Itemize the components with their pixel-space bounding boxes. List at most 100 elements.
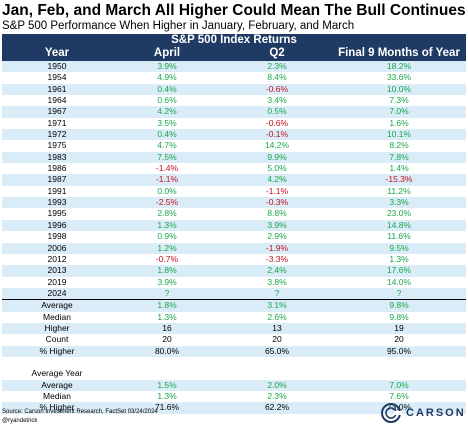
april-cell: -1.4%: [155, 163, 179, 174]
table-row: 1987 -1.1% 4.2% -15.3%: [2, 174, 466, 186]
final-cell: 11.6%: [387, 231, 411, 242]
table-row: 1972 0.4% -0.1% 10.1%: [2, 129, 466, 141]
april-cell: 0.4%: [157, 83, 177, 94]
year-cell: 1972: [47, 129, 67, 140]
summary-q2: 65.0%: [264, 345, 290, 356]
q2-cell: 5.0%: [267, 163, 287, 174]
year-cell: 2006: [47, 242, 67, 253]
average-year-final: 7.0%: [389, 379, 409, 390]
final-cell: 17.6%: [386, 265, 412, 276]
average-year-heading-row: Average Year: [2, 368, 466, 379]
average-year-label: Average: [41, 379, 73, 390]
average-year-q2: 2.0%: [267, 379, 287, 390]
q2-cell: 3.4%: [267, 95, 287, 106]
carson-logo-text: CARSON: [406, 407, 466, 419]
table-row: 1995 2.8% 8.8% 23.0%: [2, 208, 466, 219]
final-cell: 7.8%: [389, 151, 409, 162]
year-cell: 2012: [47, 253, 67, 264]
table-row: 1964 0.6% 3.4% 7.3%: [2, 95, 466, 106]
header-april: April: [153, 47, 181, 59]
q2-cell: -1.9%: [265, 242, 289, 253]
year-cell: 1950: [47, 61, 67, 71]
average-year-april: 71.6%: [154, 402, 180, 413]
average-year-row: Median 1.3% 2.3% 7.6%: [2, 391, 466, 402]
summary-label: Average: [41, 300, 73, 311]
q2-cell: 2.3%: [267, 61, 287, 71]
table-row: 1993 -2.5% -0.3% 3.3%: [2, 197, 466, 209]
q2-cell: -0.1%: [265, 129, 289, 140]
summary-row: % Higher 80.0% 65.0% 95.0%: [2, 345, 466, 357]
table-row: 1950 3.9% 2.3% 18.2%: [2, 61, 466, 73]
average-year-label: Median: [43, 390, 71, 401]
year-cell: 1993: [47, 197, 67, 208]
q2-cell: 0.5%: [267, 106, 287, 117]
summary-final: 20: [394, 334, 404, 345]
q2-cell: 8.4%: [267, 72, 287, 83]
april-cell: 1.3%: [157, 219, 177, 230]
final-cell: 7.0%: [389, 106, 409, 117]
header-group-label: S&P 500 Index Returns: [171, 34, 297, 46]
q2-cell: 4.2%: [267, 174, 287, 185]
table-row: 2012 -0.7% -3.3% 1.3%: [2, 254, 466, 265]
final-cell: 14.0%: [386, 276, 412, 287]
summary-april: 20: [162, 334, 172, 345]
summary-q2: 2.6%: [267, 311, 287, 322]
table-row: 2024???: [2, 287, 466, 300]
summary-april: 1.3%: [157, 311, 177, 322]
april-cell: -1.1%: [155, 174, 179, 185]
april-cell: 7.5%: [157, 151, 177, 162]
year-cell: 1996: [47, 219, 67, 230]
april-cell: 2.8%: [157, 208, 177, 219]
table-row: 1996 1.3% 3.9% 14.8%: [2, 219, 466, 232]
q2-cell: 3.9%: [267, 219, 287, 230]
final-cell: 10.1%: [386, 129, 412, 140]
april-cell: 4.7%: [157, 140, 177, 151]
final-cell: ?: [396, 287, 402, 298]
year-cell: 2013: [47, 265, 67, 276]
summary-label: Higher: [44, 322, 70, 333]
final-cell: 8.2%: [389, 140, 409, 151]
april-cell: -2.5%: [155, 197, 179, 208]
q2-cell: 2.9%: [267, 231, 287, 242]
final-cell: 10.0%: [386, 83, 412, 94]
final-cell: 18.2%: [386, 61, 412, 71]
final-cell: 3.3%: [389, 197, 409, 208]
table-row: 2006 1.2% -1.9% 9.5%: [2, 242, 466, 254]
source-note: Source: Carson Investment Research, Fact…: [2, 409, 158, 415]
table-row: 1991 0.0% -1.1% 11.2%: [2, 186, 466, 197]
header-group-row: S&P 500 Index Returns: [2, 34, 466, 47]
average-year-april: 1.3%: [157, 390, 177, 401]
summary-label: Count: [45, 334, 69, 345]
carson-logo: CARSON: [380, 402, 464, 424]
q2-cell: -1.1%: [265, 185, 289, 196]
author-handle: @ryandetrick: [2, 418, 38, 424]
chart-title: Jan, Feb, and March All Higher Could Mea…: [2, 2, 466, 19]
april-cell: 0.4%: [157, 129, 177, 140]
summary-final: 9.8%: [389, 311, 409, 322]
april-cell: 0.0%: [157, 185, 177, 196]
year-cell: 1995: [47, 208, 67, 219]
average-year-final: 7.6%: [389, 390, 409, 401]
final-cell: 1.6%: [389, 117, 409, 128]
summary-row: Median 1.3% 2.6% 9.8%: [2, 312, 466, 323]
year-cell: 2024: [47, 287, 67, 298]
summary-final: 19: [394, 322, 404, 333]
april-cell: 3.9%: [157, 61, 177, 71]
q2-cell: 9.9%: [267, 151, 287, 162]
summary-row: Average 1.8% 3.1% 9.8%: [2, 299, 466, 312]
table-row: 2019 3.9% 3.8% 14.0%: [2, 277, 466, 288]
april-cell: 3.9%: [157, 276, 177, 287]
carson-logo-icon: [381, 403, 402, 423]
april-cell: 1.8%: [157, 265, 177, 276]
year-cell: 1986: [47, 163, 67, 174]
april-cell: 4.2%: [157, 106, 177, 117]
header-year: Year: [44, 47, 70, 59]
average-year-q2: 62.2%: [264, 402, 290, 413]
year-cell: 2019: [47, 276, 67, 287]
table-row: 1975 4.7% 14.2% 8.2%: [2, 140, 466, 151]
q2-cell: ?: [274, 287, 280, 298]
q2-cell: 3.8%: [267, 276, 287, 287]
final-cell: 1.4%: [389, 163, 409, 174]
q2-cell: 2.4%: [267, 265, 287, 276]
table-row: 1983 7.5% 9.9% 7.8%: [2, 151, 466, 164]
